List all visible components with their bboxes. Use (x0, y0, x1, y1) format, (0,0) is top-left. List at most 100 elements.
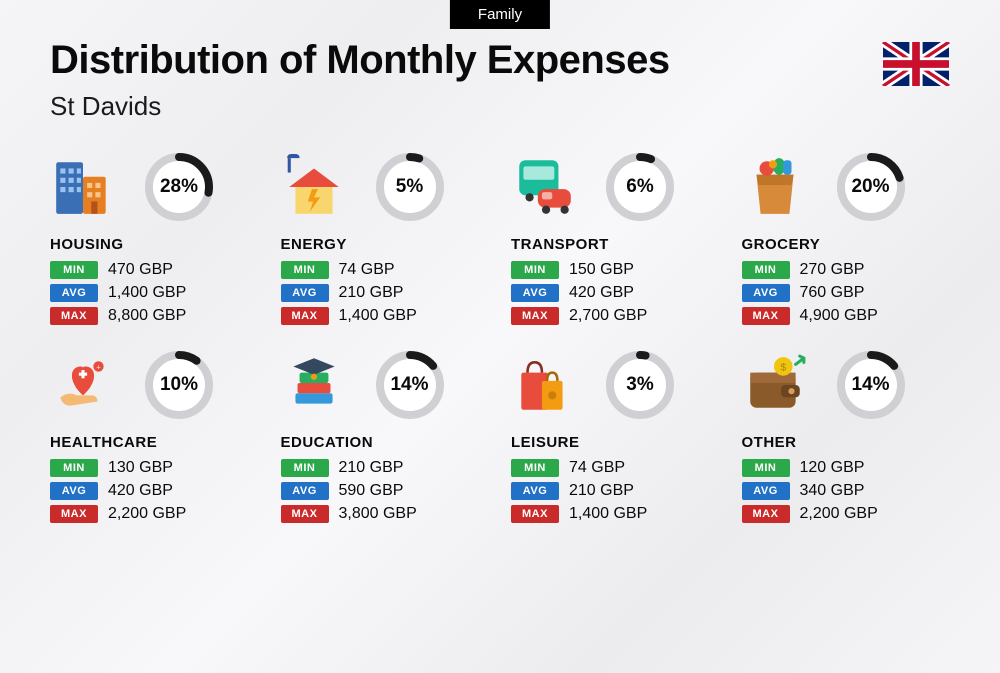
stat-min-row: MIN 270 GBP (742, 261, 951, 279)
stat-min-value: 270 GBP (800, 261, 865, 279)
stat-min-row: MIN 150 GBP (511, 261, 720, 279)
pct-ring-energy: 5% (373, 150, 447, 224)
category-card-transport: 6% TRANSPORT MIN 150 GBP AVG 420 GBP MAX… (511, 150, 720, 330)
pct-label: 10% (142, 348, 216, 422)
stat-avg-value: 1,400 GBP (108, 284, 186, 302)
stat-min-row: MIN 130 GBP (50, 459, 259, 477)
stat-avg-value: 210 GBP (569, 482, 634, 500)
stat-max-label: MAX (742, 505, 790, 523)
pct-label: 6% (603, 150, 677, 224)
stat-avg-row: AVG 210 GBP (511, 482, 720, 500)
stat-avg-row: AVG 420 GBP (511, 284, 720, 302)
stat-max-label: MAX (511, 505, 559, 523)
heart-hand-icon: + (50, 352, 116, 418)
shopping-bags-icon (511, 352, 577, 418)
stat-avg-row: AVG 210 GBP (281, 284, 490, 302)
stat-min-label: MIN (511, 261, 559, 279)
stat-avg-label: AVG (281, 284, 329, 302)
stat-avg-label: AVG (511, 482, 559, 500)
stat-max-value: 1,400 GBP (569, 505, 647, 523)
category-card-other: $ 14% OTHER MIN 120 GBP AVG 340 GBP MAX … (742, 348, 951, 528)
stat-avg-value: 420 GBP (569, 284, 634, 302)
stat-max-row: MAX 2,700 GBP (511, 307, 720, 325)
pct-ring-transport: 6% (603, 150, 677, 224)
category-card-education: 14% EDUCATION MIN 210 GBP AVG 590 GBP MA… (281, 348, 490, 528)
grocery-bag-icon (742, 154, 808, 220)
category-name: GROCERY (742, 236, 951, 253)
category-card-leisure: 3% LEISURE MIN 74 GBP AVG 210 GBP MAX 1,… (511, 348, 720, 528)
pct-ring-healthcare: 10% (142, 348, 216, 422)
category-name: TRANSPORT (511, 236, 720, 253)
stat-max-row: MAX 1,400 GBP (511, 505, 720, 523)
stat-avg-label: AVG (50, 482, 98, 500)
stat-avg-value: 590 GBP (339, 482, 404, 500)
category-card-energy: 5% ENERGY MIN 74 GBP AVG 210 GBP MAX 1,4… (281, 150, 490, 330)
stat-avg-row: AVG 340 GBP (742, 482, 951, 500)
pct-label: 3% (603, 348, 677, 422)
category-name: ENERGY (281, 236, 490, 253)
badge-family: Family (450, 0, 550, 29)
category-grid: 28% HOUSING MIN 470 GBP AVG 1,400 GBP MA… (0, 122, 1000, 528)
stat-avg-label: AVG (742, 482, 790, 500)
category-card-grocery: 20% GROCERY MIN 270 GBP AVG 760 GBP MAX … (742, 150, 951, 330)
stat-avg-label: AVG (50, 284, 98, 302)
stat-max-row: MAX 2,200 GBP (742, 505, 951, 523)
stat-avg-label: AVG (742, 284, 790, 302)
pct-ring-housing: 28% (142, 150, 216, 224)
stat-min-value: 470 GBP (108, 261, 173, 279)
stat-max-value: 2,700 GBP (569, 307, 647, 325)
stat-min-label: MIN (281, 459, 329, 477)
category-name: HEALTHCARE (50, 434, 259, 451)
pct-label: 5% (373, 150, 447, 224)
stat-min-row: MIN 210 GBP (281, 459, 490, 477)
stat-min-value: 210 GBP (339, 459, 404, 477)
stat-max-row: MAX 2,200 GBP (50, 505, 259, 523)
stat-max-row: MAX 3,800 GBP (281, 505, 490, 523)
stat-avg-value: 420 GBP (108, 482, 173, 500)
stat-avg-value: 210 GBP (339, 284, 404, 302)
stat-max-value: 4,900 GBP (800, 307, 878, 325)
stat-min-value: 74 GBP (339, 261, 395, 279)
stat-max-value: 2,200 GBP (108, 505, 186, 523)
stat-min-label: MIN (281, 261, 329, 279)
pct-ring-grocery: 20% (834, 150, 908, 224)
svg-text:+: + (96, 363, 100, 372)
stat-max-label: MAX (50, 307, 98, 325)
stat-max-value: 1,400 GBP (339, 307, 417, 325)
stat-max-label: MAX (50, 505, 98, 523)
stat-avg-value: 340 GBP (800, 482, 865, 500)
stat-min-label: MIN (742, 261, 790, 279)
stat-min-value: 150 GBP (569, 261, 634, 279)
stat-avg-label: AVG (281, 482, 329, 500)
stat-max-label: MAX (742, 307, 790, 325)
stat-max-value: 8,800 GBP (108, 307, 186, 325)
svg-text:$: $ (780, 363, 786, 374)
stat-max-row: MAX 8,800 GBP (50, 307, 259, 325)
pct-label: 14% (373, 348, 447, 422)
pct-ring-education: 14% (373, 348, 447, 422)
stat-max-label: MAX (281, 505, 329, 523)
pct-label: 28% (142, 150, 216, 224)
stat-min-row: MIN 120 GBP (742, 459, 951, 477)
stat-min-label: MIN (50, 459, 98, 477)
stat-avg-value: 760 GBP (800, 284, 865, 302)
category-card-housing: 28% HOUSING MIN 470 GBP AVG 1,400 GBP MA… (50, 150, 259, 330)
stat-min-value: 130 GBP (108, 459, 173, 477)
category-name: OTHER (742, 434, 951, 451)
stat-max-row: MAX 4,900 GBP (742, 307, 951, 325)
page-subtitle: St Davids (50, 91, 670, 122)
wallet-icon: $ (742, 352, 808, 418)
stat-min-value: 120 GBP (800, 459, 865, 477)
stat-max-value: 2,200 GBP (800, 505, 878, 523)
stat-min-label: MIN (50, 261, 98, 279)
stat-avg-row: AVG 1,400 GBP (50, 284, 259, 302)
stat-min-label: MIN (511, 459, 559, 477)
stat-min-row: MIN 74 GBP (281, 261, 490, 279)
stat-min-row: MIN 74 GBP (511, 459, 720, 477)
stat-avg-row: AVG 420 GBP (50, 482, 259, 500)
pct-ring-other: 14% (834, 348, 908, 422)
stat-max-row: MAX 1,400 GBP (281, 307, 490, 325)
stat-max-value: 3,800 GBP (339, 505, 417, 523)
stat-avg-row: AVG 590 GBP (281, 482, 490, 500)
pct-label: 20% (834, 150, 908, 224)
